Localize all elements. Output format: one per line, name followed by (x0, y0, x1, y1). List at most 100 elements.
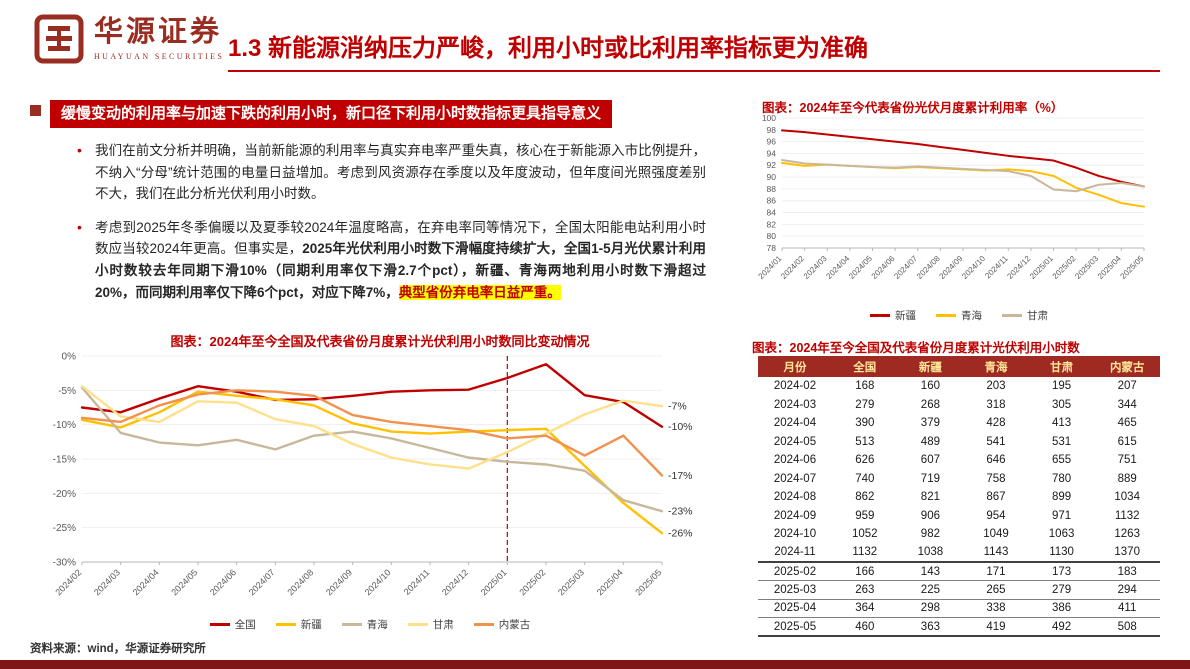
value-cell: 508 (1094, 617, 1160, 637)
y-tick-label: -15% (53, 455, 76, 466)
value-cell: 1132 (852, 546, 878, 559)
x-tick-label: 2024/02 (53, 567, 83, 597)
x-tick-label: 2024/07 (892, 254, 919, 281)
x-tick-label: 2024/10 (960, 254, 987, 281)
value-cell: 160 (920, 380, 940, 393)
hours-yoy-svg: -30% -25% -20% -15% -10% -5% 0% 2024/02 2024/03 2… (53, 352, 693, 598)
table-header-cell: 月份 (758, 356, 832, 377)
y-tick-label: -25% (53, 523, 76, 534)
month-cell: 2025-02 (758, 561, 832, 581)
legend-item-qinghai: 青海 (341, 617, 388, 632)
bullet-list: • 我们在前文分析并明确，当前新能源的利用率与真实弃电率严重失真，核心在于新能源… (74, 140, 706, 315)
hours-table-body: 2024-02 168 160 203 195 207 2024-03 279 268 318 30… (758, 377, 1160, 637)
series-line-xinjiang (781, 129, 1145, 188)
value-cell: 1143 (983, 546, 1009, 559)
value-cell: 195 (1051, 380, 1072, 393)
value-cell: 364 (832, 598, 898, 618)
value-cell: 279 (1028, 580, 1095, 599)
month-cell: 2024-07 (773, 472, 817, 485)
utilization-rate-chart-legend: 新疆 青海 甘肃 (758, 308, 1160, 323)
y-tick-label: 98 (767, 125, 777, 135)
series-end-label-inner-mongolia: -17% (668, 470, 693, 482)
value-cell: 1038 (917, 546, 944, 559)
brand-name-cn: 华源证券 (94, 16, 223, 49)
legend-item-xinjiang: 新疆 (275, 617, 322, 632)
x-tick-label: 2024/02 (779, 254, 806, 281)
legend-item-xinjiang: 新疆 (870, 308, 916, 323)
value-cell: 1132 (1114, 509, 1140, 522)
x-tick-label: 2025/03 (1073, 254, 1100, 281)
value-cell: 413 (1051, 417, 1072, 430)
value-cell: 780 (1051, 472, 1072, 485)
x-tick-label: 2024/12 (440, 567, 470, 597)
value-cell: 305 (1051, 398, 1072, 411)
bullet-1-text: 我们在前文分析并明确，当前新能源的利用率与真实弃电率严重失真，核心在于新能源入市… (95, 143, 706, 202)
bullet-2-bold: 2025年光伏利用小时数下滑幅度持续扩大，全国1-5月光伏累计利用小时数较去年同… (95, 241, 706, 300)
y-tick-label: 96 (767, 137, 777, 147)
y-tick-label: -30% (53, 558, 76, 569)
series-end-label-gansu: -7% (668, 401, 687, 413)
value-cell: 143 (897, 561, 964, 581)
x-tick-label: 2025/03 (556, 567, 586, 597)
source-note: 资料来源：wind，华源证券研究所 (30, 643, 206, 655)
table-row: 2024-10 1052 982 1049 1063 1263 (758, 525, 1160, 544)
x-tick-label: 2025/02 (517, 567, 547, 597)
series-line-gansu (781, 158, 1145, 193)
month-cell: 2024-02 (773, 380, 817, 393)
brand-logo: 华源证券 HUAYUAN SECURITIES (34, 14, 224, 64)
value-cell: 166 (832, 561, 898, 581)
y-tick-label: 86 (767, 196, 777, 206)
value-cell: 751 (1117, 454, 1137, 467)
value-cell: 1034 (1114, 491, 1140, 504)
x-tick-label: 2024/08 (915, 254, 942, 281)
legend-swatch (209, 623, 230, 626)
value-cell: 207 (1117, 380, 1137, 393)
value-cell: 265 (963, 580, 1029, 599)
y-tick-label: 100 (762, 113, 776, 123)
month-cell: 2024-11 (774, 546, 816, 559)
value-cell: 298 (897, 598, 964, 618)
table-row: 2025-05 460 363 419 492 508 (758, 617, 1160, 637)
legend-swatch (870, 314, 890, 317)
table-header-cell: 内蒙古 (1094, 356, 1160, 377)
value-cell: 862 (855, 491, 875, 504)
value-cell: 758 (986, 472, 1006, 485)
value-cell: 867 (986, 491, 1006, 504)
value-cell: 531 (1051, 435, 1072, 448)
y-tick-label: 88 (767, 184, 777, 194)
table-row: 2024-06 626 607 646 655 751 (758, 451, 1160, 470)
legend-swatch (936, 314, 956, 317)
x-tick-label: 2025/01 (1028, 254, 1055, 281)
value-cell: 419 (963, 617, 1029, 637)
value-cell: 379 (920, 417, 940, 430)
x-tick-label: 2025/05 (633, 567, 663, 597)
value-cell: 263 (832, 580, 898, 599)
x-tick-label: 2024/05 (847, 254, 874, 281)
hours-yoy-chart-title: 图表：2024年至今全国及代表省份月度累计光伏利用小时数同比变动情况 (170, 334, 590, 349)
month-cell: 2024-03 (773, 398, 817, 411)
value-cell: 906 (920, 509, 940, 522)
legend-label: 全国 (234, 619, 256, 631)
bullet-item-1: • 我们在前文分析并明确，当前新能源的利用率与真实弃电率严重失真，核心在于新能源… (74, 140, 706, 205)
x-tick-label: 2024/09 (938, 254, 965, 281)
month-cell: 2025-05 (758, 617, 832, 637)
month-cell: 2025-04 (758, 598, 832, 618)
x-tick-label: 2024/10 (363, 567, 393, 597)
y-tick-label: -20% (53, 489, 76, 500)
section-heading: 缓慢变动的利用率与加速下跌的利用小时，新口径下利用小时数指标更具指导意义 (50, 100, 613, 128)
hours-table-head: 月份 全国 新疆 青海 甘肃 内蒙古 (758, 356, 1160, 377)
bottom-bar (0, 660, 1190, 669)
y-tick-label: 78 (767, 243, 777, 253)
series-end-label-qinghai: -23% (668, 506, 693, 518)
value-cell: 386 (1028, 598, 1095, 618)
value-cell: 428 (986, 417, 1006, 430)
month-cell: 2024-06 (773, 454, 817, 467)
y-tick-label: 0% (62, 352, 77, 363)
value-cell: 1263 (1114, 528, 1140, 541)
legend-item-qinghai: 青海 (936, 308, 982, 323)
value-cell: 646 (986, 454, 1006, 467)
table-row: 2024-03 279 268 318 305 344 (758, 396, 1160, 415)
value-cell: 1049 (983, 528, 1009, 541)
series-line-national (80, 363, 664, 428)
